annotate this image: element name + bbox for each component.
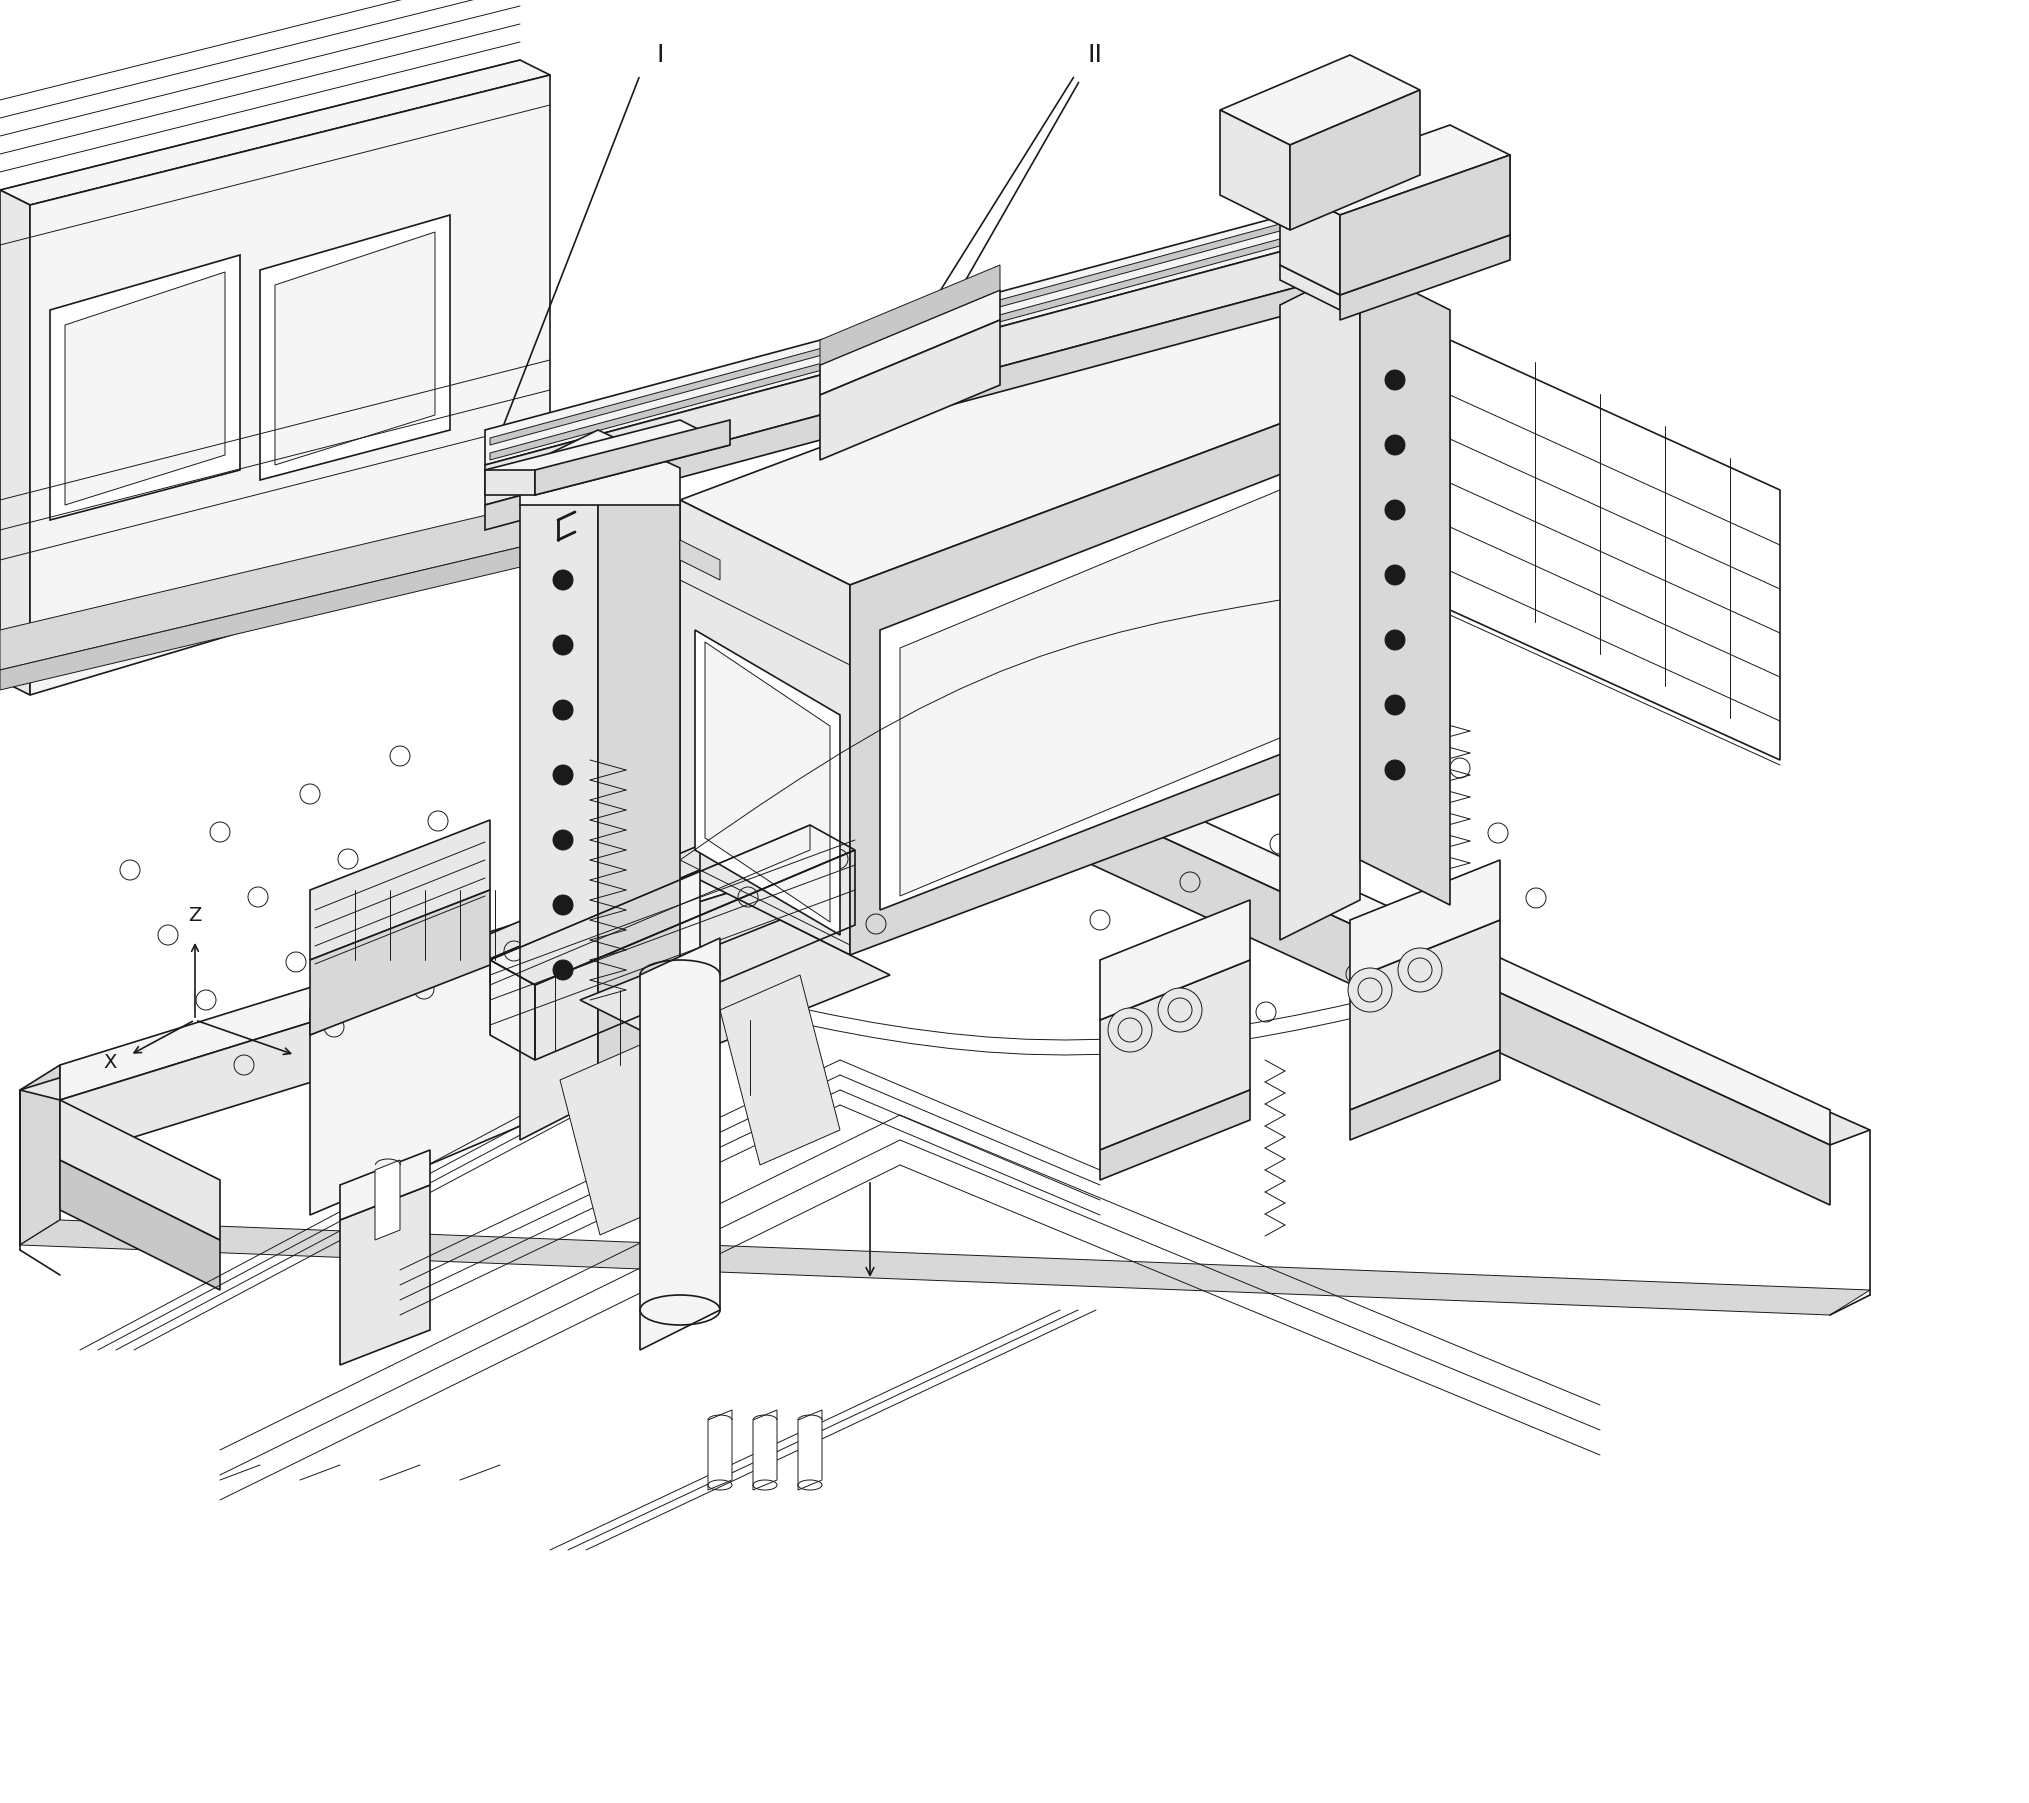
Polygon shape: [485, 189, 1510, 505]
Circle shape: [554, 635, 572, 654]
Polygon shape: [720, 975, 840, 1165]
Polygon shape: [820, 290, 1000, 395]
Circle shape: [1386, 564, 1404, 584]
Circle shape: [1159, 988, 1201, 1031]
Polygon shape: [310, 871, 700, 1215]
Circle shape: [1386, 761, 1404, 781]
Circle shape: [1347, 968, 1392, 1011]
Polygon shape: [1339, 234, 1510, 319]
Circle shape: [554, 829, 572, 849]
Polygon shape: [680, 541, 720, 581]
Polygon shape: [1059, 790, 1830, 1204]
Polygon shape: [536, 420, 730, 496]
Polygon shape: [1280, 265, 1339, 310]
Polygon shape: [485, 231, 1510, 530]
Polygon shape: [65, 272, 225, 505]
Polygon shape: [485, 471, 536, 496]
Polygon shape: [820, 265, 1000, 364]
Polygon shape: [797, 1410, 822, 1489]
Circle shape: [554, 570, 572, 590]
Text: Y: Y: [310, 1051, 323, 1069]
Polygon shape: [881, 420, 1420, 911]
Circle shape: [554, 764, 572, 784]
Polygon shape: [276, 233, 434, 465]
Polygon shape: [560, 1046, 680, 1235]
Circle shape: [554, 959, 572, 981]
Polygon shape: [375, 1159, 400, 1240]
Polygon shape: [489, 178, 1506, 460]
Circle shape: [1386, 370, 1404, 389]
Polygon shape: [0, 541, 550, 691]
Polygon shape: [1339, 155, 1510, 296]
Polygon shape: [341, 1150, 430, 1221]
Text: I: I: [655, 43, 663, 67]
Text: X: X: [103, 1053, 118, 1073]
Polygon shape: [708, 1410, 732, 1489]
Circle shape: [554, 700, 572, 719]
Polygon shape: [260, 215, 450, 480]
Polygon shape: [1280, 206, 1510, 296]
Polygon shape: [580, 920, 891, 1055]
Polygon shape: [1349, 860, 1499, 981]
Polygon shape: [0, 189, 30, 694]
Polygon shape: [51, 254, 239, 519]
Polygon shape: [485, 420, 730, 496]
Polygon shape: [489, 162, 1506, 445]
Circle shape: [1386, 499, 1404, 519]
Polygon shape: [850, 361, 1451, 956]
Polygon shape: [1100, 1091, 1250, 1179]
Text: Z: Z: [189, 905, 201, 925]
Polygon shape: [485, 155, 1510, 465]
Polygon shape: [310, 820, 489, 959]
Polygon shape: [310, 891, 489, 1035]
Polygon shape: [61, 790, 1059, 1159]
Polygon shape: [1100, 959, 1250, 1150]
Polygon shape: [519, 429, 680, 505]
Polygon shape: [20, 1221, 1871, 1314]
Polygon shape: [704, 642, 830, 921]
Polygon shape: [599, 469, 680, 1100]
Circle shape: [554, 894, 572, 914]
Polygon shape: [1280, 124, 1510, 215]
Circle shape: [1108, 1008, 1152, 1051]
Polygon shape: [1290, 90, 1420, 231]
Circle shape: [1386, 435, 1404, 454]
Polygon shape: [1349, 1049, 1499, 1139]
Text: II: II: [1088, 43, 1102, 67]
Polygon shape: [1359, 265, 1451, 905]
Polygon shape: [61, 755, 1830, 1145]
Polygon shape: [680, 499, 850, 956]
Polygon shape: [639, 938, 720, 1350]
Polygon shape: [1219, 56, 1420, 144]
Circle shape: [1398, 948, 1443, 992]
Polygon shape: [1219, 110, 1290, 231]
Polygon shape: [1349, 920, 1499, 1111]
Polygon shape: [0, 499, 550, 671]
Polygon shape: [61, 1159, 219, 1289]
Polygon shape: [820, 319, 1000, 460]
Polygon shape: [310, 846, 700, 1035]
Polygon shape: [30, 76, 550, 694]
Circle shape: [1386, 694, 1404, 716]
Polygon shape: [696, 629, 840, 936]
Polygon shape: [61, 1100, 219, 1240]
Polygon shape: [1280, 186, 1339, 296]
Polygon shape: [0, 59, 550, 206]
Polygon shape: [753, 1410, 777, 1489]
Circle shape: [1386, 629, 1404, 651]
Polygon shape: [20, 1066, 61, 1246]
Polygon shape: [20, 770, 1871, 1145]
Polygon shape: [1100, 900, 1250, 1020]
Polygon shape: [680, 276, 1451, 584]
Polygon shape: [1280, 265, 1359, 939]
Polygon shape: [519, 469, 599, 1139]
Polygon shape: [341, 1185, 430, 1365]
Polygon shape: [901, 440, 1400, 896]
